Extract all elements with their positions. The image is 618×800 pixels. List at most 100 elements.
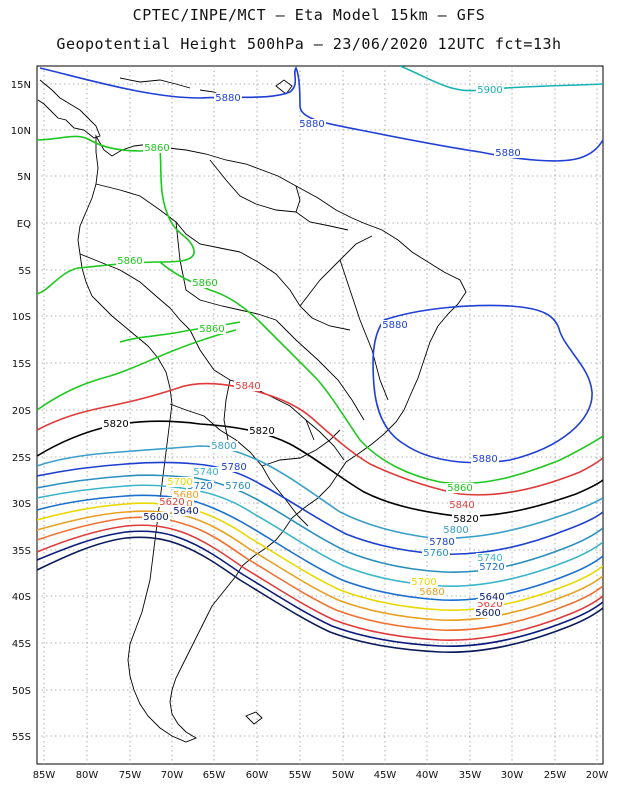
lat-label-eq: EQ — [17, 219, 31, 230]
lat-label-25s: 25S — [12, 453, 31, 464]
contour-label-bg — [142, 512, 170, 522]
contour-label-5820: 5820 — [249, 426, 274, 437]
lat-label-55s: 55S — [12, 732, 31, 743]
contour-label-5860: 5860 — [144, 143, 169, 154]
contour-label-5900: 5900 — [477, 85, 502, 96]
contour-label-bg — [248, 426, 276, 436]
contour-lines — [37, 66, 603, 654]
lat-label-30s: 30S — [12, 499, 31, 510]
contour-label-5880: 5880 — [215, 93, 240, 104]
lon-label-85w: 85W — [33, 770, 56, 781]
contour-label-5760: 5760 — [225, 481, 250, 492]
lon-label-45w: 45W — [374, 770, 397, 781]
contour-label-bg — [478, 562, 506, 572]
contour-label-bg — [442, 525, 470, 535]
contour-label-5800: 5800 — [443, 525, 468, 536]
contour-label-5800: 5800 — [211, 441, 236, 452]
contour-label-5620: 5620 — [477, 599, 502, 610]
contour-label-5620: 5620 — [159, 497, 184, 508]
contour-label-bg — [446, 483, 474, 493]
contour-label-bg — [210, 441, 238, 451]
contour-label-bg — [298, 119, 326, 129]
lat-label-40s: 40S — [12, 592, 31, 603]
lon-label-30w: 30W — [501, 770, 524, 781]
contour-label-bg — [191, 278, 219, 288]
lon-label-65w: 65W — [203, 770, 226, 781]
graticule — [37, 66, 603, 764]
contour-label-5760: 5760 — [423, 548, 448, 559]
lat-label-35s: 35S — [12, 546, 31, 557]
contour-label-bg — [102, 419, 130, 429]
latitude-labels: 15N 10N 5N EQ 5S 10S 15S 20S 25S 30S 35S 40S 45S 50S 5… — [11, 80, 31, 743]
lat-label-5n: 5N — [17, 172, 31, 183]
contour-label-5720: 5720 — [479, 562, 504, 573]
title-line-1: CPTEC/INPE/MCT – Eta Model 15km – GFS — [132, 6, 486, 24]
lon-label-25w: 25W — [544, 770, 567, 781]
contour-label-bg — [478, 592, 506, 602]
contour-label-bg — [172, 490, 200, 500]
contour-label-bg — [224, 481, 252, 491]
contour-label-5680: 5680 — [173, 490, 198, 501]
contour-label-5700: 5700 — [411, 577, 436, 588]
lon-label-40w: 40W — [416, 770, 439, 781]
contour-label-5880: 5880 — [495, 148, 520, 159]
contour-label-5840: 5840 — [449, 500, 474, 511]
lat-label-5s: 5S — [18, 266, 31, 277]
contour-label-5740: 5740 — [477, 553, 502, 564]
contour-label-bg — [214, 93, 242, 103]
contour-label-5720: 5720 — [187, 481, 212, 492]
longitude-labels: 85W 80W 75W 70W 65W 60W 55W 50W 45W 40W 35W 30W 25W 2… — [33, 770, 609, 781]
contour-label-bg — [428, 537, 456, 547]
title-line-2: Geopotential Height 500hPa – 23/06/2020 … — [56, 35, 562, 53]
lon-label-80w: 80W — [76, 770, 99, 781]
contour-label-5880: 5880 — [299, 119, 324, 130]
contour-label-5860: 5860 — [199, 324, 224, 335]
contour-label-5880: 5880 — [382, 320, 407, 331]
contour-label-5840: 5840 — [235, 381, 260, 392]
lat-label-50s: 50S — [12, 686, 31, 697]
contour-label-bg — [186, 481, 214, 491]
lat-label-20s: 20S — [12, 406, 31, 417]
contour-label-5820: 5820 — [453, 514, 478, 525]
contour-label-bg — [476, 85, 504, 95]
lat-label-10s: 10S — [12, 312, 31, 323]
contour-label-bg — [116, 256, 144, 266]
contour-label-5860: 5860 — [192, 278, 217, 289]
lat-label-15n: 15N — [11, 80, 31, 91]
lat-label-45s: 45S — [12, 639, 31, 650]
contour-label-bg — [474, 608, 502, 618]
contour-label-bg — [410, 577, 438, 587]
lon-label-35w: 35W — [459, 770, 482, 781]
lon-label-50w: 50W — [332, 770, 355, 781]
contour-label-5740: 5740 — [193, 467, 218, 478]
contour-label-bg — [172, 506, 200, 516]
contour-label-bg — [471, 454, 499, 464]
lon-label-75w: 75W — [119, 770, 142, 781]
contour-label-bg — [198, 324, 226, 334]
contour-label-5680: 5680 — [419, 587, 444, 598]
lon-label-70w: 70W — [161, 770, 184, 781]
contour-label-5860: 5860 — [117, 256, 142, 267]
contour-label-5600: 5600 — [143, 512, 168, 523]
contour-label-bg — [220, 462, 248, 472]
contour-label-bg — [143, 143, 171, 153]
contour-label-5640: 5640 — [173, 506, 198, 517]
contour-label-bg — [448, 500, 476, 510]
contour-label-5860: 5860 — [447, 483, 472, 494]
contour-label-bg — [476, 553, 504, 563]
contour-label-bg — [158, 497, 186, 507]
contour-label-bg — [452, 514, 480, 524]
contour-label-5640: 5640 — [479, 592, 504, 603]
lat-label-10n: 10N — [11, 126, 31, 137]
lon-label-60w: 60W — [246, 770, 269, 781]
lat-label-15s: 15S — [12, 359, 31, 370]
contour-label-bg — [234, 381, 262, 391]
contour-label-5600: 5600 — [475, 608, 500, 619]
contour-label-5700: 5700 — [167, 477, 192, 488]
lon-label-20w: 20W — [586, 770, 609, 781]
contour-label-bg — [476, 599, 504, 609]
contour-label-bg — [418, 587, 446, 597]
contour-label-bg — [422, 548, 450, 558]
contour-label-5820: 5820 — [103, 419, 128, 430]
